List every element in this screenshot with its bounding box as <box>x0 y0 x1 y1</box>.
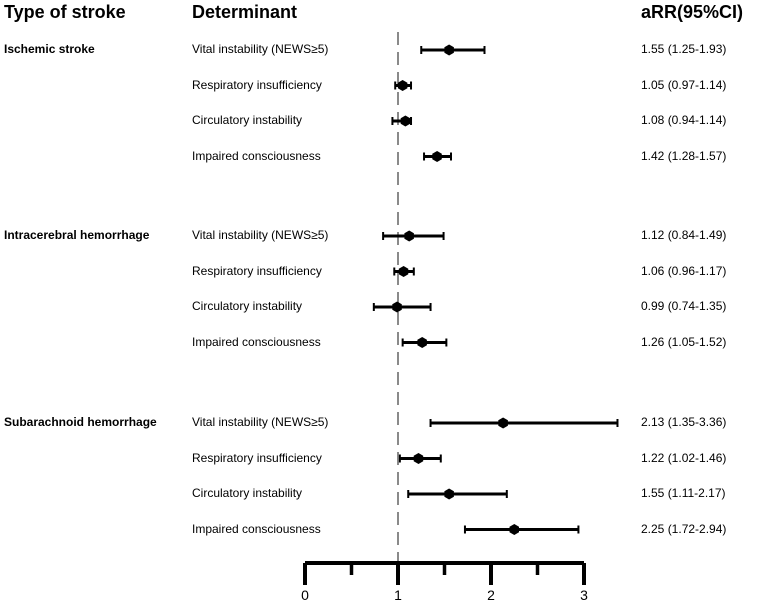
header-determinant: Determinant <box>192 2 298 22</box>
rr-point <box>413 453 424 464</box>
rr-point <box>392 301 402 313</box>
rr-point <box>444 44 454 56</box>
arr-value-label: 2.13 (1.35-3.36) <box>641 415 727 429</box>
determinant-label: Impaired consciousness <box>192 148 321 163</box>
x-tick-label: 3 <box>580 587 588 603</box>
rr-point <box>509 524 519 535</box>
x-tick-label: 0 <box>301 587 309 603</box>
determinant-label: Impaired consciousness <box>192 521 321 536</box>
arr-value-label: 1.08 (0.94-1.14) <box>641 113 727 127</box>
rr-point <box>400 115 411 127</box>
arr-value-label: 1.22 (1.02-1.46) <box>641 450 727 465</box>
determinant-label: Circulatory instability <box>192 486 303 500</box>
determinant-label: Respiratory insufficiency <box>192 450 322 465</box>
group-label: Ischemic stroke <box>4 42 95 56</box>
arr-value-label: 1.55 (1.25-1.93) <box>641 42 727 56</box>
rr-point <box>498 417 508 429</box>
rr-point <box>404 230 414 242</box>
arr-value-label: 1.06 (0.96-1.17) <box>641 263 727 278</box>
arr-value-label: 0.99 (0.74-1.35) <box>641 299 727 313</box>
determinant-label: Respiratory insufficiency <box>192 263 322 278</box>
determinant-label: Vital instability (NEWS≥5) <box>192 42 329 56</box>
header-type-of-stroke: Type of stroke <box>4 2 126 22</box>
rr-point <box>398 266 409 277</box>
determinant-label: Vital instability (NEWS≥5) <box>192 228 329 242</box>
arr-value-label: 1.26 (1.05-1.52) <box>641 334 727 349</box>
rr-point <box>432 151 442 162</box>
x-tick-label: 1 <box>394 587 402 603</box>
x-tick-label: 2 <box>487 587 495 603</box>
arr-value-label: 2.25 (1.72-2.94) <box>641 521 727 536</box>
rr-point <box>444 488 454 500</box>
rr-point <box>417 337 427 348</box>
header-arr: aRR(95%CI) <box>641 2 744 22</box>
group-label: Subarachnoid hemorrhage <box>4 415 157 429</box>
arr-value-label: 1.12 (0.84-1.49) <box>641 228 727 242</box>
arr-value-label: 1.55 (1.11-2.17) <box>641 486 726 500</box>
determinant-label: Impaired consciousness <box>192 334 321 349</box>
arr-value-label: 1.05 (0.97-1.14) <box>641 77 727 92</box>
determinant-label: Respiratory insufficiency <box>192 77 322 92</box>
determinant-label: Circulatory instability <box>192 299 303 313</box>
rr-point <box>397 80 408 91</box>
group-label: Intracerebral hemorrhage <box>4 228 150 242</box>
arr-value-label: 1.42 (1.28-1.57) <box>641 148 727 163</box>
determinant-label: Vital instability (NEWS≥5) <box>192 415 329 429</box>
determinant-label: Circulatory instability <box>192 113 303 127</box>
